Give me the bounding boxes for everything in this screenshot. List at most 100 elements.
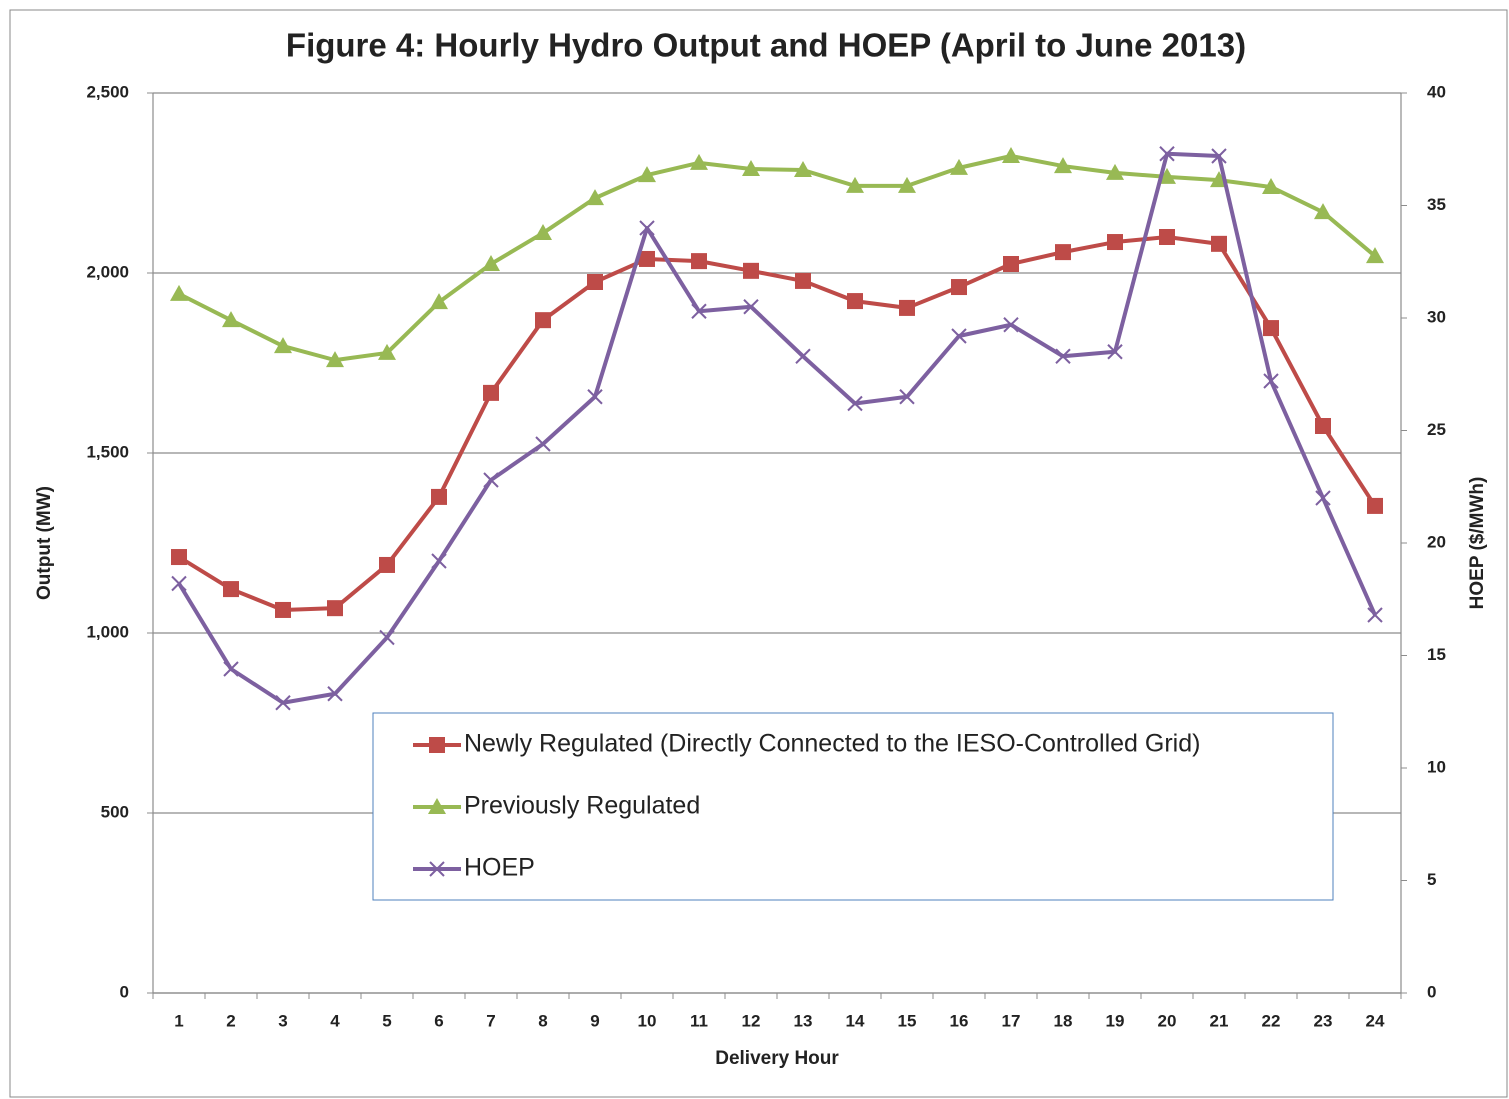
x-tick-label: 16 xyxy=(950,1011,969,1030)
marker xyxy=(1367,607,1383,623)
marker xyxy=(275,601,291,618)
legend-label: Newly Regulated (Directly Connected to t… xyxy=(464,730,1200,758)
marker xyxy=(379,556,395,573)
y2-tick-label: 0 xyxy=(1427,982,1436,1001)
marker xyxy=(1314,203,1332,220)
marker xyxy=(223,661,239,677)
y2-tick-label: 5 xyxy=(1427,870,1436,889)
marker xyxy=(1003,256,1019,272)
y-tick-label: 2,500 xyxy=(86,82,129,101)
y-tick-label: 1,500 xyxy=(86,442,129,461)
marker xyxy=(898,176,916,193)
marker xyxy=(1315,418,1331,434)
marker xyxy=(1315,490,1331,506)
marker xyxy=(1262,177,1280,194)
marker xyxy=(691,303,707,319)
y-tick-label: 0 xyxy=(120,982,129,1001)
x-tick-label: 2 xyxy=(226,1011,235,1030)
marker xyxy=(483,472,499,488)
x-tick-label: 18 xyxy=(1054,1011,1073,1030)
marker xyxy=(430,293,448,310)
x-tick-label: 5 xyxy=(382,1011,391,1030)
marker xyxy=(951,328,967,344)
marker xyxy=(274,337,292,354)
marker xyxy=(1263,320,1279,337)
x-tick-label: 12 xyxy=(742,1011,761,1030)
y2-tick-label: 35 xyxy=(1427,195,1446,214)
x-tick-label: 7 xyxy=(486,1011,495,1030)
marker xyxy=(1002,147,1020,163)
marker xyxy=(1158,167,1176,184)
x-tick-label: 4 xyxy=(330,1011,340,1030)
series-line xyxy=(177,151,1377,705)
marker xyxy=(742,159,760,176)
legend-label: HOEP xyxy=(464,854,535,882)
y2-tick-label: 20 xyxy=(1427,532,1446,551)
marker xyxy=(431,553,447,569)
grid xyxy=(147,92,1407,999)
x-tick-label: 21 xyxy=(1210,1011,1229,1030)
x-tick-label: 6 xyxy=(434,1011,443,1030)
marker xyxy=(326,351,344,368)
marker xyxy=(482,255,500,271)
marker xyxy=(691,253,707,270)
marker xyxy=(431,488,447,505)
marker xyxy=(638,166,656,183)
x-tick-label: 9 xyxy=(590,1011,599,1030)
marker xyxy=(535,436,551,452)
marker xyxy=(327,686,343,702)
y-axis-label: Output (MW) xyxy=(34,486,55,600)
marker xyxy=(1366,247,1384,264)
marker xyxy=(795,348,811,364)
marker xyxy=(899,389,915,405)
x-tick-label: 14 xyxy=(846,1011,865,1030)
x-tick-label: 8 xyxy=(538,1011,547,1030)
marker xyxy=(1159,229,1175,245)
y-tick-label: 500 xyxy=(101,802,129,821)
x-tick-label: 13 xyxy=(794,1011,813,1030)
x-tick-label: 1 xyxy=(174,1011,183,1030)
x-tick-label: 22 xyxy=(1262,1011,1281,1030)
marker xyxy=(379,629,395,646)
marker xyxy=(639,220,655,236)
marker xyxy=(743,299,759,315)
marker xyxy=(429,861,445,877)
marker xyxy=(950,158,968,175)
marker xyxy=(483,384,499,401)
y2-tick-label: 40 xyxy=(1427,82,1446,101)
x-tick-label: 3 xyxy=(278,1011,287,1030)
marker xyxy=(743,262,759,279)
marker xyxy=(1003,317,1019,333)
marker xyxy=(1055,244,1071,261)
marker xyxy=(587,389,603,405)
marker xyxy=(1211,235,1227,252)
legend-box xyxy=(372,712,1334,901)
marker xyxy=(586,189,604,206)
legend-label: Previously Regulated xyxy=(464,792,700,820)
x-tick-label: 23 xyxy=(1314,1011,1333,1030)
series-layer xyxy=(170,146,1384,711)
marker xyxy=(171,549,187,566)
marker xyxy=(639,250,655,267)
series-line xyxy=(177,235,1377,612)
marker xyxy=(846,176,864,193)
marker xyxy=(275,695,291,711)
marker xyxy=(1054,157,1072,174)
marker xyxy=(1107,344,1123,360)
marker xyxy=(951,279,967,296)
marker xyxy=(794,161,812,178)
marker xyxy=(327,600,343,617)
marker xyxy=(223,581,239,598)
marker xyxy=(899,299,915,316)
marker xyxy=(1367,497,1383,514)
y-tick-label: 2,000 xyxy=(86,262,129,281)
marker xyxy=(847,395,863,412)
marker xyxy=(222,311,240,328)
marker xyxy=(795,272,811,289)
x-tick-label: 11 xyxy=(690,1011,708,1030)
marker xyxy=(690,153,708,170)
chart-title: Figure 4: Hourly Hydro Output and HOEP (… xyxy=(286,27,1246,64)
marker xyxy=(1107,234,1123,251)
x-tick-label: 24 xyxy=(1366,1011,1385,1030)
